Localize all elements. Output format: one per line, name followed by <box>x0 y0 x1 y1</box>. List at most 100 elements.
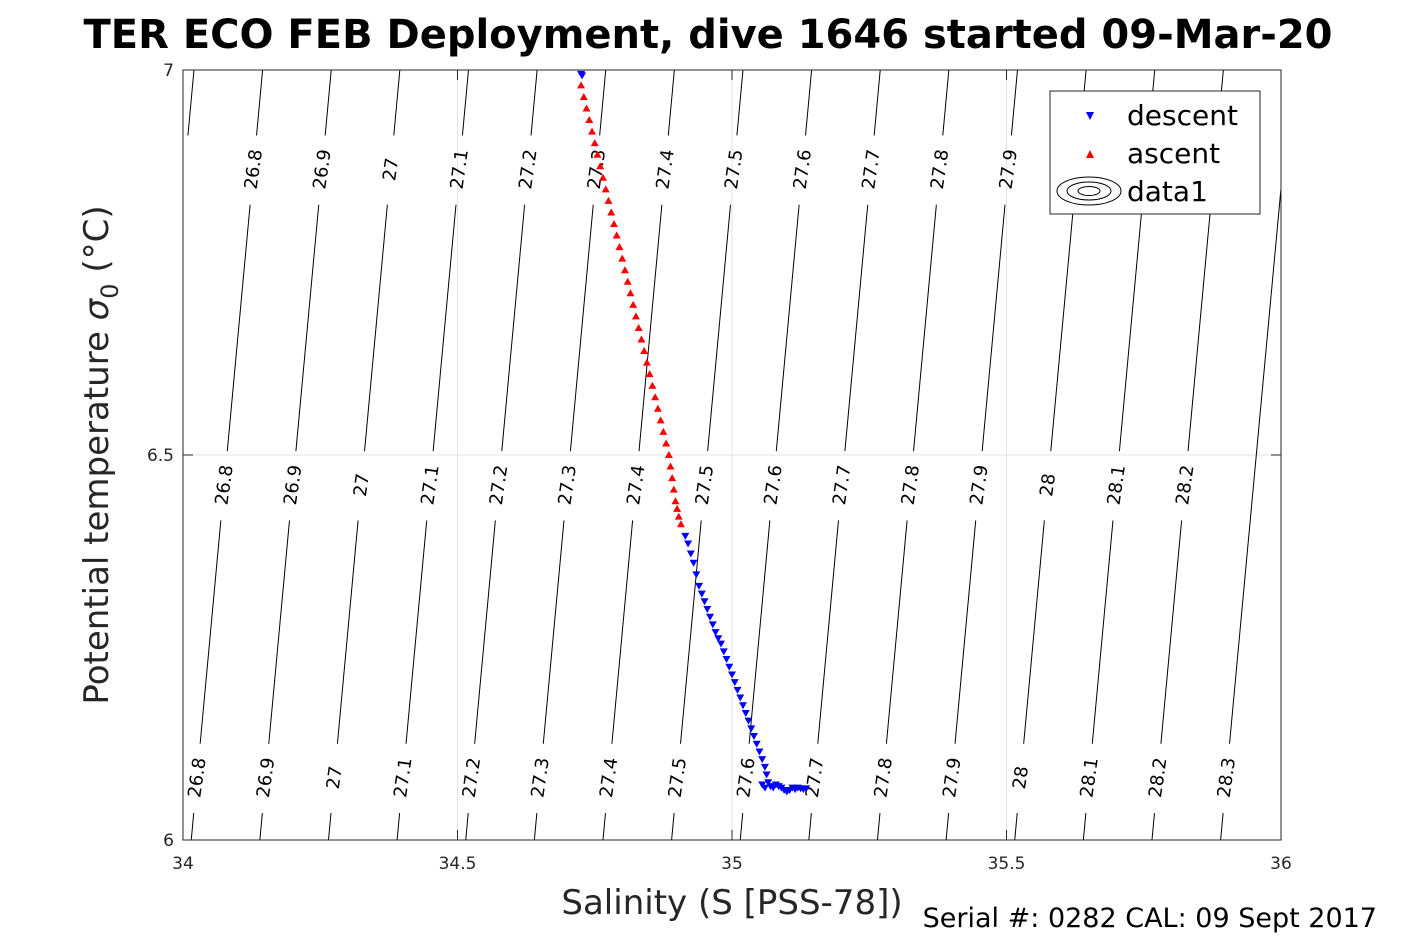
contour-line-27-3-seg-0 <box>533 813 538 840</box>
descent-point <box>802 785 811 793</box>
descent-point <box>747 725 756 733</box>
ascent-point <box>637 335 646 343</box>
contour-line-27-4-seg-0 <box>602 813 606 840</box>
contour-line-27-7-seg-0 <box>808 813 812 840</box>
contour-line-26-9-seg-1 <box>268 520 290 744</box>
ascent-point <box>671 497 680 505</box>
ascent-point <box>601 185 610 193</box>
contour-line-28-2-seg-2 <box>1187 204 1212 452</box>
contour-label: 27 <box>379 157 403 183</box>
ascent-point <box>629 300 638 308</box>
y-axis-label-unit: (°C) <box>77 205 117 283</box>
ascent-point <box>588 127 597 135</box>
descent-point <box>717 640 726 648</box>
descent-point <box>733 686 742 694</box>
descent-point <box>758 756 767 764</box>
ascent-point <box>651 393 660 401</box>
descent-point <box>681 532 690 540</box>
descent-point <box>692 571 701 579</box>
descent-point <box>714 635 723 643</box>
descent-point <box>762 771 771 779</box>
ascent-point <box>623 277 632 285</box>
ascent-point <box>585 116 594 124</box>
descent-point <box>706 613 715 621</box>
contour-line-27-9-seg-1 <box>954 520 977 744</box>
contour-line-28-2-seg-0 <box>1151 813 1155 840</box>
ascent-point <box>604 196 613 204</box>
contour-line-27-8-seg-0 <box>876 813 881 840</box>
x-tick-label: 34 <box>172 854 194 874</box>
ascent-point <box>582 104 591 112</box>
contour-line-27-2-seg-1 <box>474 520 496 744</box>
descent-point <box>711 629 720 637</box>
ascent-point <box>618 254 627 262</box>
contour-line-27-3-seg-1 <box>542 520 565 744</box>
y-axis-label-main: Potential temperature <box>77 320 117 704</box>
descent-point <box>684 540 693 548</box>
contour-line-26-7-seg-1 <box>187 70 195 136</box>
ascent-point <box>656 416 665 424</box>
descent-point <box>730 679 739 687</box>
descent-point <box>760 784 769 792</box>
ascent-point <box>596 162 605 170</box>
contour-line-27-seg-2 <box>364 204 388 452</box>
ascent-point <box>669 485 678 493</box>
descent-point <box>719 648 728 656</box>
contour-line-27-3-seg-2 <box>569 204 594 452</box>
descent-point <box>760 763 769 771</box>
contour-line-27-9-seg-3 <box>1010 70 1018 136</box>
contour-line-27-seg-1 <box>336 520 359 744</box>
contour-line-28-3-seg-0 <box>1220 813 1224 840</box>
contour-line-27-6-seg-1 <box>748 520 771 744</box>
ascent-point <box>653 404 662 412</box>
contour-line-26-8-seg-0 <box>190 813 195 840</box>
descent-point <box>703 606 712 613</box>
descent-point <box>744 717 753 725</box>
contour-line-28-2-seg-1 <box>1160 520 1183 744</box>
descent-point <box>752 740 761 748</box>
y-tick-label: 6 <box>163 831 174 851</box>
ascent-point <box>662 439 671 447</box>
legend-label-data1: data1 <box>1127 175 1208 208</box>
x-tick-label: 36 <box>1270 854 1292 874</box>
contour-line-27-4-seg-3 <box>667 70 675 136</box>
x-tick-label: 35 <box>721 854 743 874</box>
legend: descent ascent data1 <box>1049 90 1261 215</box>
chart-title: TER ECO FEB Deployment, dive 1646 starte… <box>83 12 1332 58</box>
contour-line-27-1-seg-3 <box>461 70 469 136</box>
contour-line-27-6-seg-0 <box>739 813 744 840</box>
descent-point <box>708 621 717 629</box>
contour-line-27-3-seg-3 <box>599 70 607 136</box>
contour-line-26-8-seg-3 <box>256 70 264 136</box>
contour-label: 28 <box>1009 765 1033 791</box>
contour-line-27-4-seg-1 <box>611 520 634 744</box>
contour-line-27-1-seg-2 <box>432 204 457 452</box>
contour-label: 28 <box>1036 472 1060 498</box>
contour-line-26-8-seg-2 <box>226 204 251 452</box>
descent-point <box>741 709 750 717</box>
contour-line-27-2-seg-0 <box>465 813 469 840</box>
ascent-point <box>668 474 677 482</box>
contour-label: 27 <box>350 472 374 498</box>
ascent-point <box>593 150 602 158</box>
ascent-point <box>676 520 685 528</box>
contour-line-27-9-seg-0 <box>945 813 950 840</box>
contour-line-26-9-seg-0 <box>259 813 263 840</box>
ascent-point <box>620 266 629 274</box>
contour-line-27-2-seg-2 <box>501 204 526 452</box>
contour-line-28-1-seg-1 <box>1091 520 1114 744</box>
descent-point <box>697 590 706 598</box>
contour-line-28-1-seg-0 <box>1082 813 1087 840</box>
ascent-point <box>577 81 586 89</box>
legend-marker-descent <box>1086 112 1094 120</box>
ascent-point <box>615 243 624 251</box>
contour-line-28-seg-0 <box>1014 813 1018 840</box>
y-axis-label-sub: 0 <box>96 283 124 298</box>
descent-point <box>686 550 695 558</box>
ascent-point <box>579 92 588 100</box>
ascent-point <box>598 173 607 181</box>
y-axis-label-sigma: σ <box>77 297 117 320</box>
ascent-point <box>609 220 618 227</box>
series-descent <box>577 70 811 796</box>
